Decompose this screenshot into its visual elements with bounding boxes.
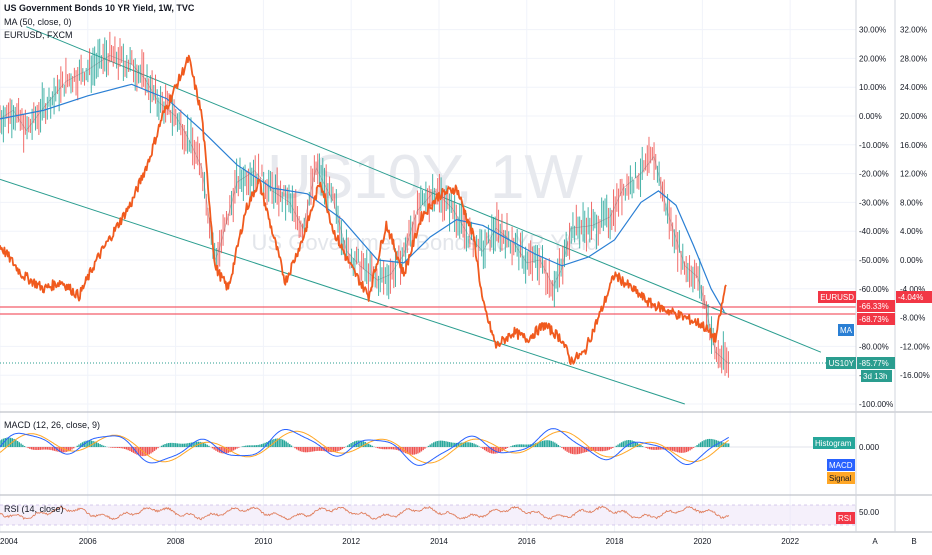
time-tick: 2022 — [781, 537, 799, 546]
legend-main[interactable]: US Government Bonds 10 YR Yield, 1W, TVC — [4, 3, 194, 13]
time-tick: 2006 — [79, 537, 97, 546]
countdown-tag: 3d 13h — [863, 372, 887, 381]
red-level-tag-1: -66.33% — [859, 302, 889, 311]
time-tick: 2008 — [167, 537, 185, 546]
channel-line — [26, 26, 822, 353]
price-axes[interactable]: 30.00% 20.00% 10.00% 0.00% -10.00% -20.00% -30… — [855, 0, 930, 532]
rsi-axis-tick: 50.00 — [859, 508, 880, 517]
legend-compare[interactable]: EURUSD, FXCM — [4, 30, 73, 40]
rsi-band — [0, 505, 856, 525]
series-lines — [0, 54, 727, 366]
right-axis-tick: -12.00% — [900, 342, 930, 351]
time-axis[interactable]: 2004 2006 2008 2010 2012 2014 2016 2018 2020 2022… — [0, 537, 917, 546]
right-axis-tick: 16.00% — [900, 141, 927, 150]
right-axis-tick: -16.00% — [900, 371, 930, 380]
eurusd-name-tag-bg — [818, 291, 856, 303]
time-tick: 2012 — [342, 537, 360, 546]
legend-macd-title: MACD (12, 26, close, 9) — [4, 420, 101, 430]
left-axis-tick: 20.00% — [859, 54, 886, 63]
right-axis-tick: 20.00% — [900, 112, 927, 121]
left-axis-tick: -20.00% — [859, 170, 889, 179]
left-axis-tick: -30.00% — [859, 198, 889, 207]
left-axis-tick: -100.00% — [859, 400, 893, 409]
log-scale-toggle: B — [911, 537, 916, 546]
macd-line — [0, 428, 729, 466]
time-tick: 2020 — [693, 537, 711, 546]
right-axis-tick: -4.00% — [900, 285, 925, 294]
red-level-tag-2: -68.73% — [859, 315, 889, 324]
pane-separators — [0, 411, 932, 533]
right-axis-tick: 8.00% — [900, 198, 923, 207]
us10y-name-tag: US10Y — [829, 359, 855, 368]
macd-pane[interactable] — [0, 428, 856, 466]
time-tick: 2010 — [254, 537, 272, 546]
reference-lines — [0, 306, 856, 364]
eurusd-value-tag-bg — [896, 291, 932, 303]
legend-ma-title: MA (50, close, 0) — [4, 17, 72, 27]
ma-line — [0, 83, 725, 313]
time-tick: 2018 — [606, 537, 624, 546]
rsi-legend-tag: RSI — [838, 514, 851, 523]
rsi-pane[interactable] — [0, 504, 856, 526]
us10y-value-tag: -85.77% — [859, 359, 889, 368]
red-level-tag-2-bg — [857, 313, 895, 325]
histogram-legend-tag-bg — [813, 437, 855, 449]
legend-main-title: US Government Bonds 10 YR Yield, 1W, TVC — [4, 3, 195, 13]
left-axis-tick: -40.00% — [859, 227, 889, 236]
histogram-legend-tag: Histogram — [815, 439, 852, 448]
countdown-tag-bg — [861, 370, 892, 382]
us10y-line — [0, 55, 729, 364]
rsi-legend-tag-bg — [836, 512, 855, 524]
left-axis-tick: 0.00% — [859, 112, 882, 121]
macd-legend-tag: MACD — [829, 461, 853, 470]
macd-legend-tag-bg — [827, 459, 855, 471]
price-labels: EURUSD -4.04% -66.33% -68.73% MA US10Y -85.77%… — [813, 291, 932, 524]
right-axis-tick: 4.00% — [900, 227, 923, 236]
rsi-line — [0, 505, 730, 521]
time-tick: 2016 — [518, 537, 536, 546]
signal-legend-tag-bg — [827, 472, 855, 484]
legend-rsi-title: RSI (14, close) — [4, 504, 64, 514]
ma-name-tag: MA — [840, 326, 853, 335]
signal-line — [0, 430, 729, 464]
legend-rsi[interactable]: RSI (14, close) — [4, 504, 64, 514]
eurusd-name-tag: EURUSD — [820, 293, 854, 302]
time-tick: 2014 — [430, 537, 448, 546]
eurusd-line — [0, 54, 727, 366]
signal-legend-tag: Signal — [829, 474, 851, 483]
left-axis-tick: -80.00% — [859, 342, 889, 351]
right-axis-tick: 24.00% — [900, 83, 927, 92]
left-axis-tick: -60.00% — [859, 285, 889, 294]
grid-lines — [0, 0, 856, 532]
red-level-tag-1-bg — [857, 300, 895, 312]
right-axis-tick: 0.00% — [900, 256, 923, 265]
us10y-value-tag-bg — [857, 357, 895, 369]
right-axis-tick: -8.00% — [900, 314, 925, 323]
eurusd-value-tag: -4.04% — [898, 293, 923, 302]
legend-macd[interactable]: MACD (12, 26, close, 9) — [4, 420, 100, 430]
right-axis-tick: 28.00% — [900, 54, 927, 63]
us10y-name-tag-bg — [826, 357, 856, 369]
legend-compare-title: EURUSD, FXCM — [4, 30, 73, 40]
auto-scale-toggle: A — [872, 537, 878, 546]
left-axis-tick: -10.00% — [859, 141, 889, 150]
trend-channel[interactable] — [0, 26, 822, 405]
left-axis-tick: -50.00% — [859, 256, 889, 265]
right-axis-tick: 12.00% — [900, 170, 927, 179]
legend-ma[interactable]: MA (50, close, 0) — [4, 17, 72, 27]
left-axis-tick: 10.00% — [859, 83, 886, 92]
macd-axis-tick: 0.000 — [859, 443, 880, 452]
left-axis-tick: 30.00% — [859, 26, 886, 35]
right-axis-tick: 32.00% — [900, 26, 927, 35]
ma-name-tag-bg — [838, 324, 854, 336]
channel-line — [0, 178, 685, 405]
time-tick: 2004 — [0, 537, 18, 546]
